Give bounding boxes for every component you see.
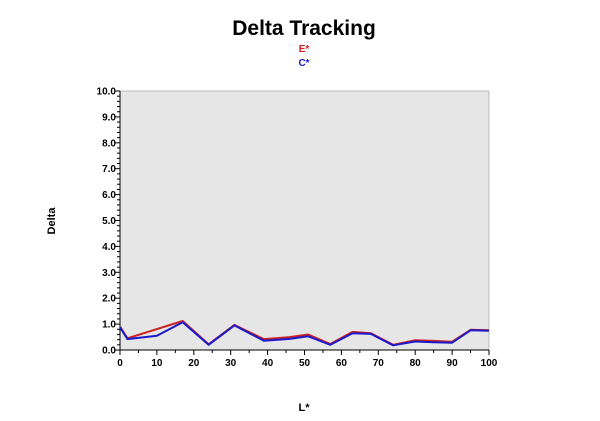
y-tick-label: 4.0 xyxy=(102,242,116,253)
series-line-c xyxy=(119,321,490,347)
x-axis: 0 10 20 30 40 50 60 70 80 90 100 xyxy=(117,349,498,369)
legend-entry-c: C* xyxy=(298,58,309,69)
y-tick-label: 1.0 xyxy=(102,320,116,331)
y-axis: 0.0 1.0 2.0 3.0 4.0 5.0 6.0 7.0 8.0 9.0 10.0 xyxy=(97,87,121,357)
y-tick-label: 7.0 xyxy=(102,164,116,175)
x-tick-label: 30 xyxy=(225,358,237,369)
plot-area xyxy=(119,90,490,351)
x-tick-label: 50 xyxy=(299,358,311,369)
y-tick-label: 3.0 xyxy=(102,268,116,279)
x-tick-label: 20 xyxy=(188,358,200,369)
y-tick-label: 2.0 xyxy=(102,294,116,305)
x-tick-label: 10 xyxy=(151,358,163,369)
y-axis-label: Delta xyxy=(46,207,58,235)
x-tick-label: 0 xyxy=(117,358,123,369)
x-tick-label: 60 xyxy=(336,358,348,369)
y-tick-label: 9.0 xyxy=(102,112,116,123)
x-tick-label: 100 xyxy=(481,358,498,369)
y-tick-label: 8.0 xyxy=(102,138,116,149)
x-tick-label: 90 xyxy=(447,358,459,369)
chart-title: Delta Tracking xyxy=(232,17,376,40)
x-axis-label: L* xyxy=(299,402,311,414)
y-tick-label: 5.0 xyxy=(102,216,116,227)
legend-entry-e: E* xyxy=(299,44,310,55)
y-tick-label: 10.0 xyxy=(97,87,117,98)
x-tick-label: 40 xyxy=(262,358,274,369)
y-tick-label: 6.0 xyxy=(102,190,116,201)
x-tick-label: 80 xyxy=(410,358,422,369)
y-tick-label: 0.0 xyxy=(102,346,116,357)
series-lines xyxy=(119,320,490,347)
x-tick-label: 70 xyxy=(373,358,385,369)
